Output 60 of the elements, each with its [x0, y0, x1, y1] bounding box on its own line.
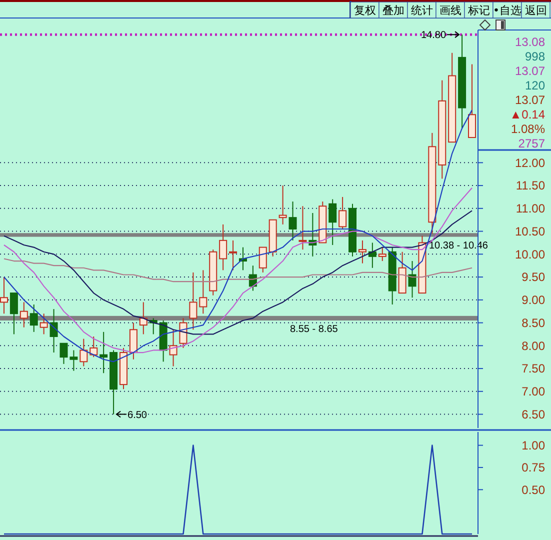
y-tick-label: 1.00: [522, 438, 546, 453]
y-tick-label: 11.00: [516, 202, 546, 216]
annotation: 14.80: [421, 30, 446, 42]
candlestick: [10, 292, 18, 335]
text: 叠加: [382, 4, 404, 17]
y-tick-label: 0.75: [522, 460, 546, 475]
candlestick: [328, 198, 337, 246]
candlestick: [169, 329, 178, 367]
candlestick: [229, 240, 238, 271]
text: 标记: [466, 4, 490, 17]
y-tick-label: 7.00: [522, 384, 546, 399]
candlestick: [90, 336, 98, 358]
y-tick-label: 10.00: [514, 247, 546, 262]
candlestick: [199, 270, 208, 314]
y-tick-label: 10.50: [514, 224, 546, 238]
text: 13.08: [514, 35, 546, 50]
text: 画线: [439, 4, 462, 17]
text: 返回: [524, 4, 547, 17]
candlestick: [70, 350, 78, 372]
y-tick-label: 6.50: [522, 407, 546, 422]
text: 复权: [354, 4, 376, 17]
candlestick: [0, 276, 8, 314]
text: 2757: [518, 136, 546, 151]
text: ▲0.14: [510, 108, 546, 122]
text: 120: [524, 78, 546, 93]
y-tick-label: 9.00: [522, 293, 546, 308]
candlestick: [358, 240, 366, 264]
candlestick: [278, 185, 287, 225]
candlestick: [129, 322, 138, 360]
candlestick: [179, 318, 188, 348]
text: 13.07: [514, 64, 546, 78]
text: 统计: [410, 4, 433, 17]
y-tick-label: 0.50: [522, 482, 546, 497]
candlestick: [139, 302, 148, 335]
text: 998: [524, 50, 546, 64]
candlestick: [189, 272, 198, 330]
candlestick: [258, 246, 267, 273]
y-tick-label: 8.50: [522, 316, 546, 330]
candlestick: [40, 313, 48, 335]
annotation: 6.50: [128, 410, 148, 421]
candlestick: [468, 64, 476, 138]
y-tick-label: 7.50: [522, 362, 546, 376]
text: 13.07: [514, 93, 546, 108]
candlestick: [20, 302, 28, 328]
y-tick-label: 9.50: [522, 270, 546, 284]
candlestick: [60, 342, 68, 364]
candlestick: [288, 201, 297, 241]
candlestick: [408, 260, 416, 298]
candlestick: [30, 304, 38, 332]
y-tick-label: 11.50: [516, 178, 546, 193]
candlestick: [80, 338, 88, 367]
y-tick-label: 12.00: [514, 156, 546, 170]
candlestick: [378, 246, 386, 262]
candlestick: [100, 331, 108, 374]
text: 1.08%: [510, 122, 546, 136]
candlestick: [338, 196, 347, 230]
candlestick: [219, 224, 228, 271]
y-tick-label: 8.00: [522, 338, 546, 353]
band-label: 8.55 - 8.65: [290, 324, 338, 335]
candlestick: [298, 206, 307, 250]
